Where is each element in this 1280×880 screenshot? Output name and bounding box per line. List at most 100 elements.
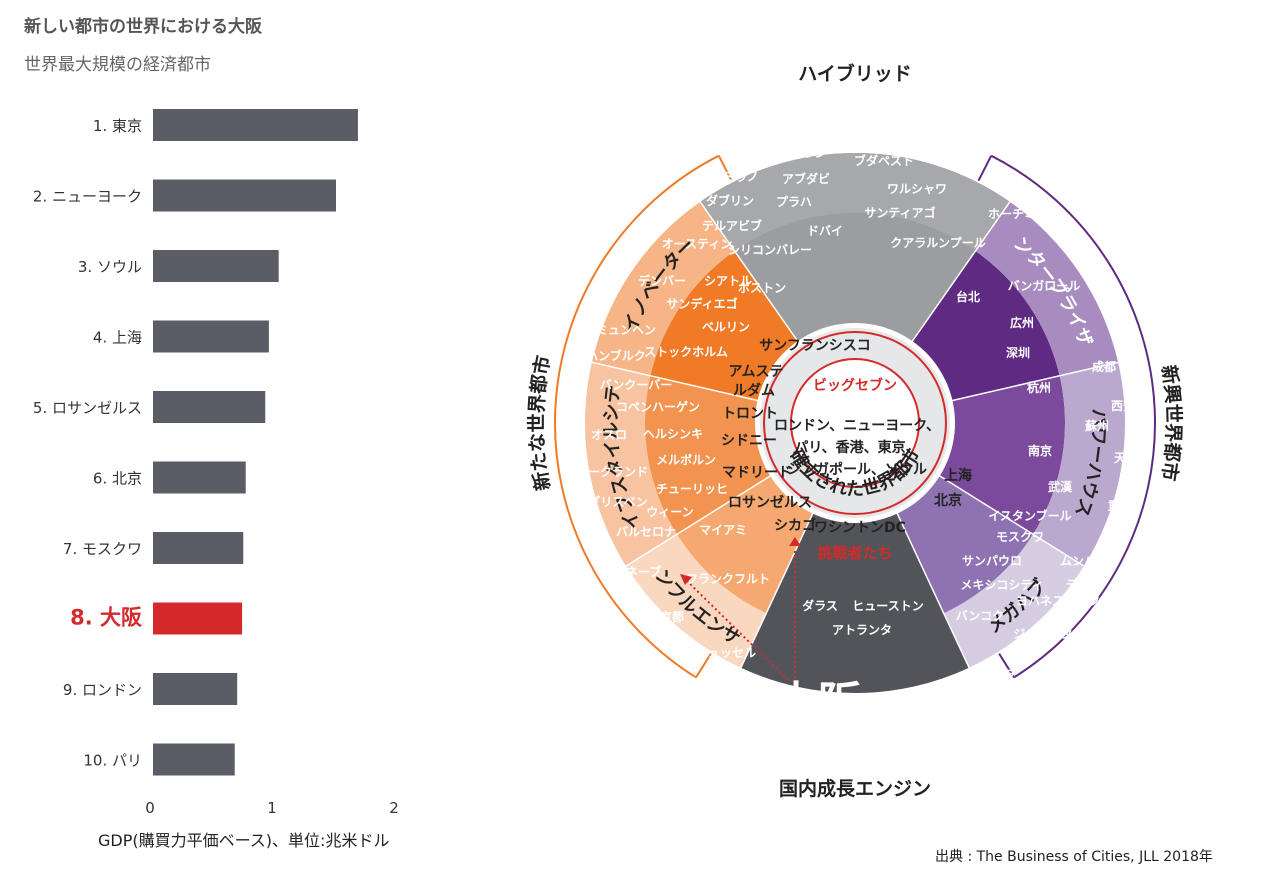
bar-4 (153, 320, 269, 353)
bar-5 (153, 391, 266, 423)
segment-city: 杭州 (1027, 380, 1051, 395)
segment-innovator (650, 250, 801, 402)
segment-influencer-band (626, 534, 767, 668)
segment-city: バルセロナ (616, 525, 676, 539)
bar-1 (153, 109, 358, 141)
group-arc-tick (695, 653, 712, 678)
segment-city: マニラ (979, 668, 1015, 682)
group-label-new-text: 新たな世界都市 (526, 354, 555, 493)
segment-city: ドバイ (807, 224, 843, 238)
segment-city: オスロ (591, 428, 627, 442)
bar-label: 3. ソウル (78, 258, 142, 276)
big-seven-cities: ロンドン、ニューヨーク、 (774, 418, 940, 434)
challengers-label: 挑戦者たち (817, 544, 892, 562)
segment-city: ホーチミン (988, 207, 1048, 221)
bar-label: 10. パリ (83, 752, 142, 770)
group-arc-tick (977, 155, 993, 182)
established-city: トロント (722, 406, 778, 422)
segment-city: ブダペスト (854, 153, 914, 168)
segment-city: ダラス (802, 598, 838, 613)
established-outline (763, 331, 947, 515)
segment-city: 成都 (1092, 359, 1116, 374)
established-city: シカゴ (774, 517, 816, 534)
bar-label: 4. 上海 (93, 329, 142, 347)
established-city: マドリード (722, 465, 792, 481)
segment-city: バンコク (956, 609, 1005, 623)
segment-city: 深圳 (1006, 345, 1030, 360)
segment-city: サンティアゴ (864, 205, 935, 220)
established-city: ロサンゼルス (728, 494, 812, 511)
segment-city: シリコンバレー (728, 243, 812, 257)
label-path (1125, 267, 1167, 579)
segment-city: ベルリン (702, 320, 750, 334)
gdp-bar-chart: 1. 東京 2. ニューヨーク 3. ソウル 4. 上海 5. ロサンゼルス 6. 北京 7… (33, 109, 399, 850)
segment-powerhouse-band (1033, 362, 1125, 567)
segment-city: ジャカルタ (1013, 627, 1072, 641)
bar-label: 1. 東京 (93, 117, 142, 135)
segment-city: 京都 (660, 609, 684, 624)
established-city: アムステ (728, 364, 783, 380)
segment-divider (740, 508, 816, 669)
bar-label: 6. 北京 (93, 470, 142, 488)
segment-city: テルアビブ (702, 218, 762, 233)
segment-city: ケープタウン (755, 145, 826, 160)
segment-city: ミラノ (723, 170, 759, 184)
segment-divider (908, 201, 1011, 346)
segment-city: イスタンブール (988, 508, 1071, 523)
segment-city: オースティン (662, 237, 733, 251)
segment-city: ウィーン (646, 505, 693, 519)
segment-hybrid-band (700, 153, 1010, 251)
bar-label: 9. ロンドン (63, 681, 142, 699)
segment-city: ヨハネスブルク (1016, 593, 1100, 608)
big-seven-cities: パリ、香港、東京、 (794, 439, 919, 456)
segment-city: コペンハーゲン (616, 399, 700, 414)
group-arc-tick (717, 155, 733, 182)
segment-city: マイアミ (699, 523, 747, 537)
group-label-new: 新たな世界都市 (526, 354, 555, 493)
segment-enterpriser-band (975, 201, 1119, 376)
segment-megahub (895, 473, 1034, 614)
osaka-label: 大阪 (774, 678, 862, 729)
x-axis-label: GDP(購買力平価ベース)、単位:兆米ドル (98, 831, 389, 850)
segment-city: 広州 (1010, 315, 1034, 330)
page-title: 新しい都市の世界における大阪 (24, 17, 262, 37)
established-city: サンフランシスコ (759, 338, 871, 354)
page-subtitle: 世界最大規模の経済都市 (24, 55, 211, 75)
segment-city: バンクーバー (600, 378, 672, 392)
big-seven-circle (790, 358, 920, 488)
segment-city: フランクフルト (686, 572, 770, 586)
group-label-hybrid: ハイブリッド (798, 62, 912, 85)
bar-6 (153, 461, 246, 494)
segment-city: バンガロール (1008, 278, 1081, 293)
established-city: 北京 (934, 492, 962, 509)
label-path (543, 267, 585, 579)
segment-city: 南京 (1028, 443, 1052, 458)
segment-city: ボストン (738, 280, 786, 295)
segment-city: 重慶 (1108, 498, 1132, 513)
segment-city: 武漢 (1048, 479, 1073, 494)
segment-divider (935, 472, 1085, 567)
x-tick-label: 1 (267, 799, 277, 817)
bar-10 (153, 743, 235, 776)
segment-city: クアラルンプール (890, 235, 985, 250)
segment-city: プラハ (776, 194, 812, 209)
segment-city: アトランタ (832, 623, 892, 637)
group-label-domestic: 国内成長エンジン (779, 777, 931, 800)
segment-enterpriser (909, 250, 1060, 402)
segment-city: ブリュッセル (684, 645, 756, 660)
x-tick-label: 2 (389, 799, 399, 817)
city-wheel-diagram: 新たな世界都市新興世界都市ハイブリッド国内成長エンジンイノベーターライフスタイル… (440, 50, 1184, 800)
segment-city: オークランド (576, 465, 648, 479)
segment-city: ブリスベン (588, 494, 647, 509)
group-arc-tick (998, 653, 1015, 678)
segment-divider (699, 201, 802, 346)
segment-city: チューリッヒ (656, 482, 728, 496)
segment-city: サンパウロ (962, 554, 1022, 568)
segment-city: ストックホルム (644, 345, 728, 359)
segment-city: ヘルシンキ (643, 427, 703, 441)
segment-city: ブカレスト (871, 118, 931, 133)
established-city: 上海 (944, 467, 972, 484)
emerging-world-arc (990, 154, 1156, 679)
segment-divider (625, 472, 775, 567)
segment-city: ワルシャワ (887, 182, 947, 196)
